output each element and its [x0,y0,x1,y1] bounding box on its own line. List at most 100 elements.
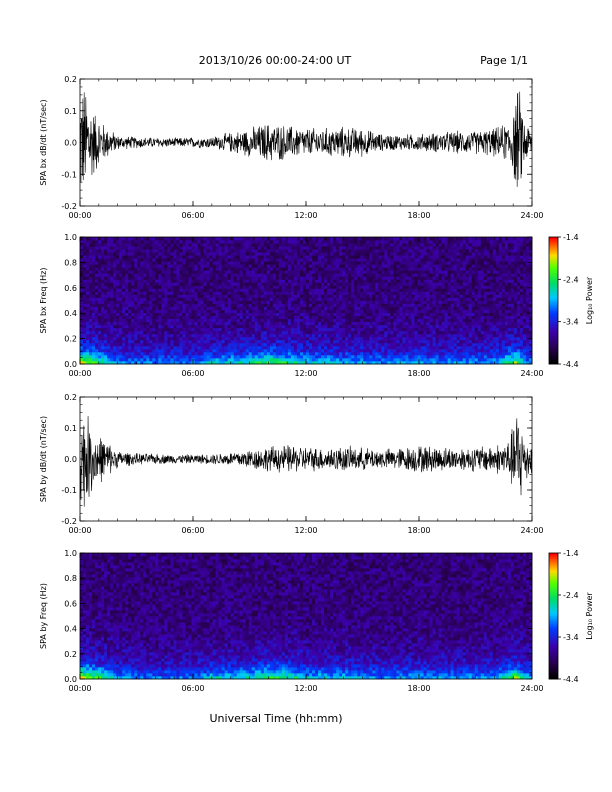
spectrogram-cell [351,342,355,347]
spectrogram-cell [284,240,289,244]
spectrogram-cell [342,285,346,289]
spectrogram-cell [281,246,286,250]
spectrogram-cell [360,249,364,253]
spectrogram-cell [128,261,132,265]
spectrogram-cell [167,264,171,268]
spectrogram-cell [315,252,319,256]
spectrogram-cell [152,345,156,350]
spectrogram-cell [164,291,168,295]
spectrogram-cell [375,276,379,280]
spectrogram-cell [351,309,355,313]
spectrogram-cell [315,267,319,271]
spectrogram-cell [315,294,319,298]
spectrogram-cell [119,297,123,301]
spectrogram-cell [318,351,322,356]
spectrogram-cell [330,255,334,259]
spectrogram-cell [200,240,204,244]
spectrogram-cell [128,258,132,262]
spectrogram-cell [348,285,352,289]
spectrogram-cell [245,258,250,262]
spectrogram-cell [309,294,313,298]
spectrogram-cell [251,324,256,329]
spectrogram-cell [221,321,226,326]
page-title: 2013/10/26 00:00-24:00 UT [199,54,352,67]
spectrogram-cell [269,351,274,356]
spectrogram-cell [254,255,259,259]
spectrogram-cell [281,357,286,362]
spectrogram-cell [269,306,274,310]
spectrogram-cell [239,318,244,323]
spectrogram-cell [318,327,322,332]
spectrogram-cell [248,279,253,283]
spectrogram-cell [366,315,370,320]
spectrogram-cell [363,351,367,356]
spectrogram-cell [420,342,424,347]
spectrogram-cell [309,357,313,362]
spectrogram-cell [372,258,376,262]
spectrogram-cell [245,297,250,301]
spectrogram-cell [260,318,265,323]
spectrogram-cell [357,309,361,313]
spectrogram-cell [248,261,253,265]
spectrogram-cell [260,291,265,295]
spectrogram-cell [206,321,210,326]
spectrogram-cell [402,243,406,247]
spectrogram-cell [203,282,207,286]
spectrogram-cell [128,297,132,301]
spectrogram-cell [95,246,99,250]
spectrogram-cell [104,339,108,344]
spectrogram-cell [293,243,298,247]
spectrogram-cell [98,273,102,277]
waveform-line [79,91,533,187]
spectrogram-cell [342,321,346,326]
spectrogram-cell [336,309,340,313]
spectrogram-cell [176,342,180,347]
spectrogram-cell [110,324,114,329]
spectrogram-cell [260,339,265,344]
spectrogram-cell [101,255,105,259]
spectrogram-cell [230,321,235,326]
spectrogram-cell [122,348,126,353]
spectrogram-cell [266,270,271,274]
spectrogram-cell [179,240,183,244]
spectrogram-cell [324,321,328,326]
spectrogram-cell [396,282,400,286]
spectrogram-cell [185,258,189,262]
spectrogram-cell [375,315,379,320]
spectrogram-cell [396,291,400,295]
spectrogram-cell [173,237,177,241]
spectrogram-cell [164,330,168,335]
spectrogram-cell [315,333,319,338]
spectrogram-cell [351,291,355,295]
spectrogram-cell [116,273,120,277]
spectrogram-cell [179,261,183,265]
spectrogram-cell [212,309,216,313]
spectrogram-cell [360,282,364,286]
spectrogram-cell [342,282,346,286]
spectrogram-cell [375,243,379,247]
spectrogram-cell [191,354,195,359]
spectrogram-cell [360,294,364,298]
spectrogram-cell [417,285,421,289]
spectrogram-cell [134,303,138,307]
spectrogram-cell [140,357,144,362]
spectrogram-cell [98,291,102,295]
spectrogram-cell [158,327,162,332]
spectrogram-cell [429,354,433,359]
spectrogram-cell [203,264,207,268]
spectrogram-cell [318,282,322,286]
spectrogram-cell [164,321,168,326]
spectrogram-cell [170,282,174,286]
spectrogram-cell [146,237,150,241]
spectrogram-cell [396,270,400,274]
spectrogram-cell [254,357,259,362]
spectrogram-cell [113,243,117,247]
spectrogram-cell [140,282,144,286]
spectrogram-cell [200,285,204,289]
spectrogram-cell [411,303,415,307]
spectrogram-cell [302,249,307,253]
spectrogram-cell [263,324,268,329]
spectrogram-cell [269,330,274,335]
spectrogram-cell [155,327,159,332]
